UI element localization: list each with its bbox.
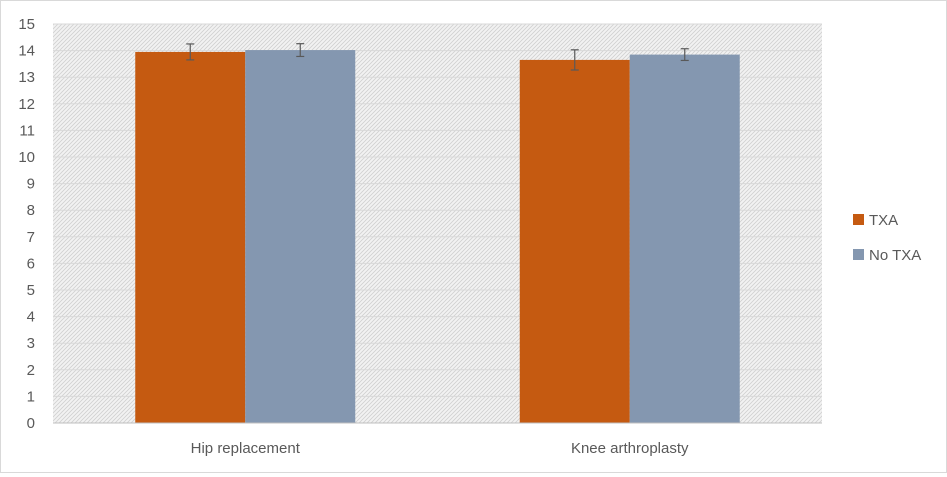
legend-item-no-txa: No TXA bbox=[853, 247, 921, 264]
error-bars bbox=[186, 43, 689, 71]
bar-txa-0 bbox=[135, 51, 246, 424]
legend-swatch bbox=[853, 249, 864, 260]
y-tick-label: 15 bbox=[18, 16, 35, 33]
y-tick-label: 0 bbox=[27, 415, 35, 432]
legend: TXA No TXA bbox=[853, 212, 921, 264]
bars bbox=[135, 50, 740, 424]
y-tick-label: 11 bbox=[19, 122, 35, 139]
y-tick-label: 4 bbox=[27, 309, 35, 326]
y-tick-label: 5 bbox=[27, 282, 35, 299]
y-tick-label: 1 bbox=[27, 388, 35, 405]
x-category-label: Knee arthroplasty bbox=[571, 440, 689, 457]
x-category-label: Hip replacement bbox=[191, 440, 301, 457]
y-tick-label: 3 bbox=[27, 335, 35, 352]
legend-label: TXA bbox=[869, 212, 898, 229]
y-tick-label: 13 bbox=[18, 69, 35, 86]
y-tick-label: 7 bbox=[27, 229, 35, 246]
error-bar bbox=[186, 43, 195, 61]
y-tick-label: 2 bbox=[27, 362, 35, 379]
y-tick-label: 12 bbox=[18, 96, 35, 113]
y-tick-label: 14 bbox=[18, 43, 35, 60]
bar-txa-1 bbox=[519, 59, 630, 423]
error-bar bbox=[570, 49, 579, 71]
legend-item-txa: TXA bbox=[853, 212, 898, 229]
legend-swatch bbox=[853, 214, 864, 225]
error-bar bbox=[296, 43, 305, 58]
y-tick-label: 9 bbox=[27, 176, 35, 193]
y-tick-label: 6 bbox=[27, 255, 35, 272]
bar-no-txa-0 bbox=[245, 50, 356, 424]
legend-label: No TXA bbox=[869, 247, 921, 264]
error-bar bbox=[680, 48, 689, 62]
bar-no-txa-1 bbox=[629, 54, 740, 424]
y-tick-label: 10 bbox=[18, 149, 35, 166]
y-tick-label: 8 bbox=[27, 202, 35, 219]
